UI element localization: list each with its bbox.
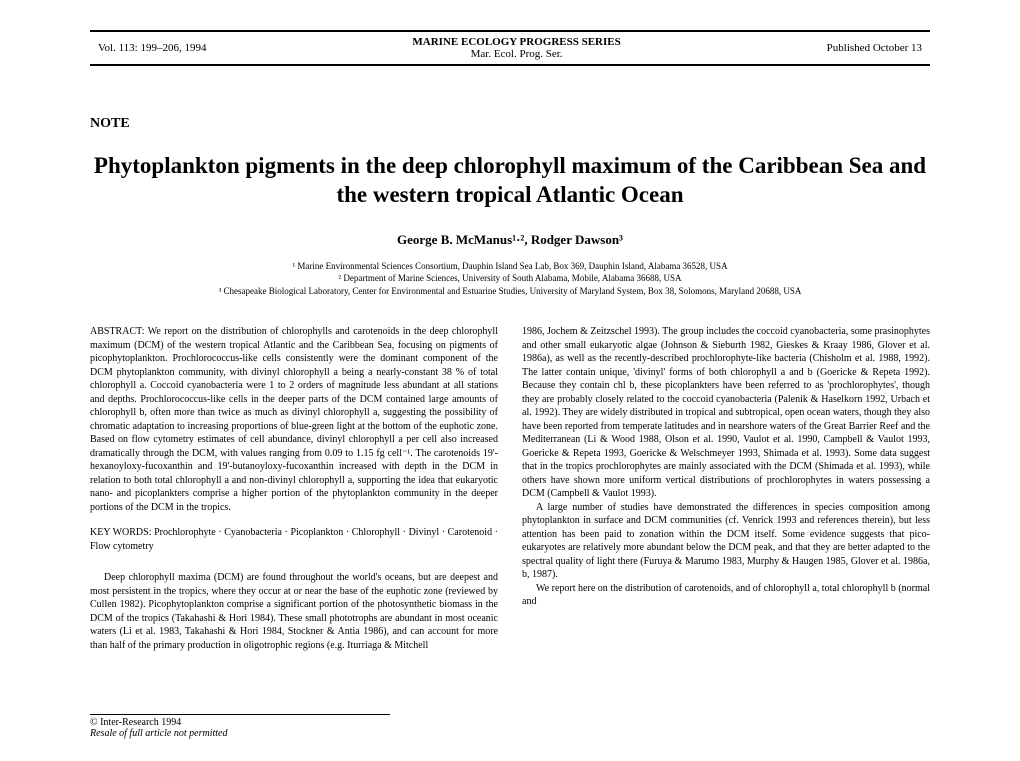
- left-body-para: Deep chlorophyll maxima (DCM) are found …: [90, 571, 498, 652]
- footer: © Inter-Research 1994 Resale of full art…: [90, 714, 390, 739]
- header-journal: MARINE ECOLOGY PROGRESS SERIES Mar. Ecol…: [412, 36, 620, 60]
- affiliations: ¹ Marine Environmental Sciences Consorti…: [90, 260, 930, 298]
- right-column: 1986, Jochem & Zeitzschel 1993). The gro…: [522, 325, 930, 652]
- resale-notice: Resale of full article not permitted: [90, 728, 390, 739]
- affiliation-2: ² Department of Marine Sciences, Univers…: [90, 272, 930, 285]
- journal-header: Vol. 113: 199–206, 1994 MARINE ECOLOGY P…: [90, 30, 930, 66]
- note-label: NOTE: [90, 116, 930, 132]
- header-volume: Vol. 113: 199–206, 1994: [98, 42, 206, 54]
- right-para-2: A large number of studies have demonstra…: [522, 501, 930, 582]
- header-date: Published October 13: [827, 42, 922, 54]
- abstract-block: ABSTRACT: We report on the distribution …: [90, 325, 498, 514]
- abstract-text: We report on the distribution of chlorop…: [90, 326, 498, 513]
- content-columns: ABSTRACT: We report on the distribution …: [90, 325, 930, 652]
- left-column: ABSTRACT: We report on the distribution …: [90, 325, 498, 652]
- journal-abbrev: Mar. Ecol. Prog. Ser.: [412, 48, 620, 60]
- copyright: © Inter-Research 1994: [90, 717, 390, 728]
- right-para-1: 1986, Jochem & Zeitzschel 1993). The gro…: [522, 325, 930, 501]
- right-para-3: We report here on the distribution of ca…: [522, 582, 930, 609]
- authors: George B. McManus¹·², Rodger Dawson³: [90, 232, 930, 248]
- journal-name: MARINE ECOLOGY PROGRESS SERIES: [412, 36, 620, 48]
- abstract-label: ABSTRACT:: [90, 326, 148, 337]
- affiliation-1: ¹ Marine Environmental Sciences Consorti…: [90, 260, 930, 273]
- keywords-block: KEY WORDS: Prochlorophyte · Cyanobacteri…: [90, 526, 498, 553]
- keywords-label: KEY WORDS:: [90, 527, 154, 538]
- article-title: Phytoplankton pigments in the deep chlor…: [90, 152, 930, 210]
- affiliation-3: ³ Chesapeake Biological Laboratory, Cent…: [90, 285, 930, 298]
